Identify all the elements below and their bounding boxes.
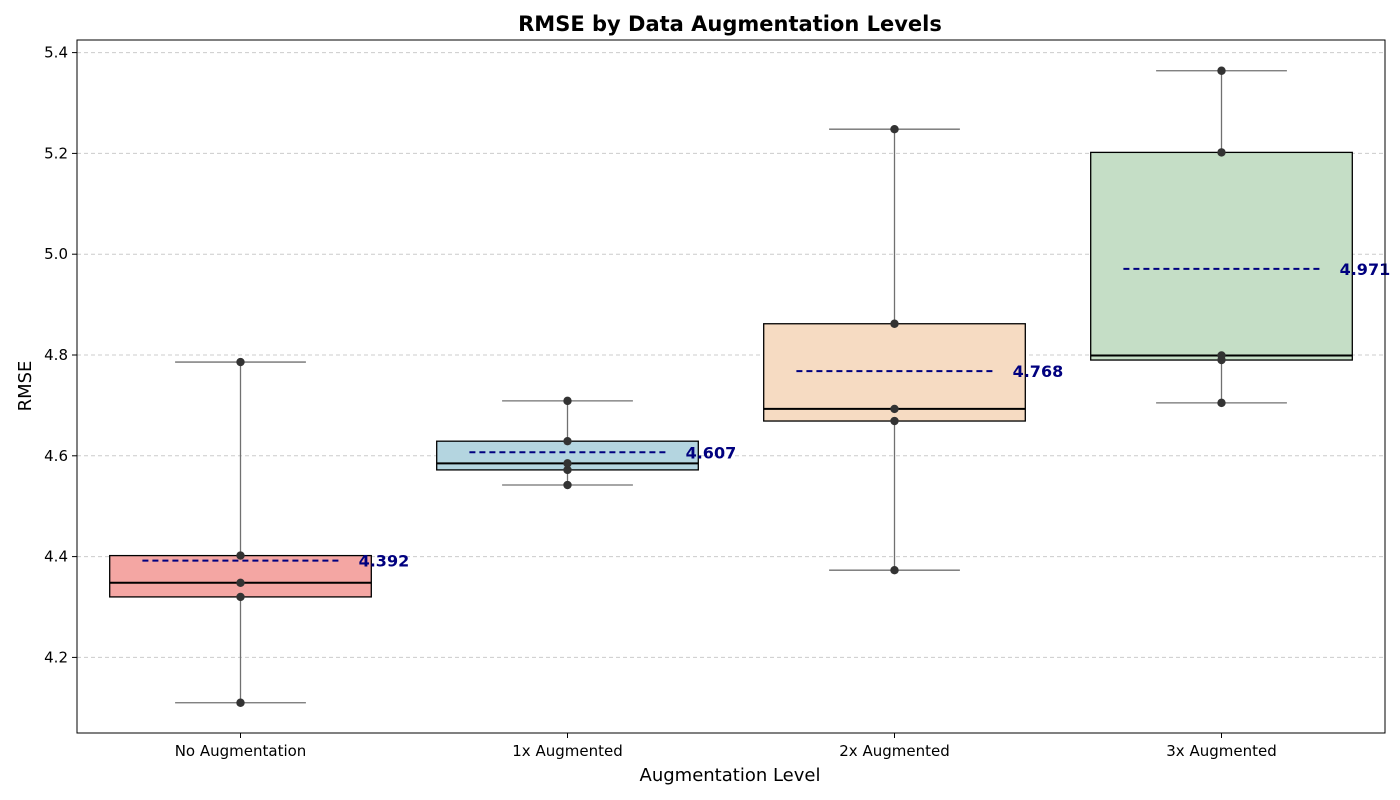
data-point [563,396,572,406]
chart-title: RMSE by Data Augmentation Levels [518,12,942,36]
mean-label: 4.971 [1340,260,1391,279]
data-point [1217,148,1226,157]
data-point [890,416,899,426]
y-tick-label: 4.4 [44,548,68,566]
box-group: 4.768 [763,125,1064,575]
data-point [890,566,899,575]
y-tick-label: 5.4 [44,44,68,62]
y-tick-label: 5.0 [44,245,68,263]
x-tick-label: 1x Augmented [512,742,622,760]
y-tick-label: 4.8 [44,346,68,364]
x-tick-label: 3x Augmented [1166,742,1276,760]
y-tick-label: 4.6 [44,447,68,465]
y-axis-label: RMSE [15,361,36,412]
iqr-box [1090,151,1353,361]
data-point [1217,398,1226,408]
box-group: 4.607 [436,396,737,490]
mean-label: 4.607 [686,443,737,462]
y-tick-label: 5.2 [44,144,68,162]
y-tick-label: 4.2 [44,648,68,666]
x-axis-label: Augmentation Level [640,765,821,786]
data-point [563,480,572,490]
data-point [1217,351,1226,360]
box-group: 4.971 [1090,66,1391,408]
mean-label: 4.392 [359,552,410,571]
plot-frame [76,39,1386,734]
data-point [890,319,899,328]
boxes: 4.392 4.607 4.768 4.971 [109,66,1391,707]
x-tick-label: No Augmentation [175,742,307,760]
data-point [236,357,245,367]
data-point [563,436,572,446]
data-point [890,125,899,134]
mean-label: 4.768 [1013,362,1064,381]
x-tick-label: 2x Augmented [839,742,949,760]
data-point [236,698,245,707]
box-group: 4.392 [109,357,410,707]
data-point [563,465,572,475]
data-point [236,578,245,588]
x-axis-ticks: No Augmentation 1x Augmented 2x Augmented 3… [175,733,1277,760]
data-point [236,592,245,602]
data-point [236,551,245,560]
y-axis-ticks: 4.2 4.4 4.6 4.8 5.0 5.2 5.4 [44,44,77,666]
iqr-box [109,554,372,598]
data-point [890,404,899,414]
data-point [1217,66,1226,75]
data-point [563,459,572,468]
